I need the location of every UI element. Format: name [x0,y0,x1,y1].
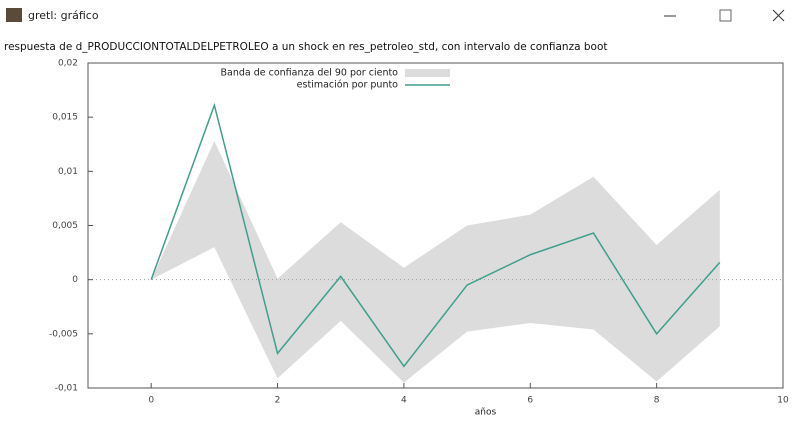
maximize-button[interactable] [719,9,732,22]
x-tick-label: 8 [654,396,660,406]
y-tick-label: 0 [72,275,78,285]
x-axis-label: años [475,408,497,418]
chart-title: respuesta de d_PRODUCCIONTOTALDELPETROLE… [4,41,608,53]
y-tick-label: 0,01 [58,167,78,177]
confidence-band [151,141,720,383]
y-tick-label: -0,005 [49,329,78,339]
line [150,102,721,368]
window-title: gretl: gráfico [28,9,99,22]
x-tick-label: 4 [401,396,407,406]
legend-label: estimación por punto [297,80,399,91]
y-tick-label: 0,005 [52,221,78,231]
close-button[interactable] [772,9,785,22]
app-icon [6,8,22,22]
legend-label: Banda de confianza del 90 por ciento [220,68,398,79]
x-tick-label: 2 [275,396,281,406]
x-tick-label: 10 [777,396,789,406]
y-tick-label: -0,01 [55,384,78,394]
x-tick-label: 0 [148,396,154,406]
y-tick-label: 0,02 [58,59,78,69]
x-tick-label: 6 [527,396,533,406]
y-tick-label: 0,015 [52,113,78,123]
legend-swatch [405,69,450,77]
